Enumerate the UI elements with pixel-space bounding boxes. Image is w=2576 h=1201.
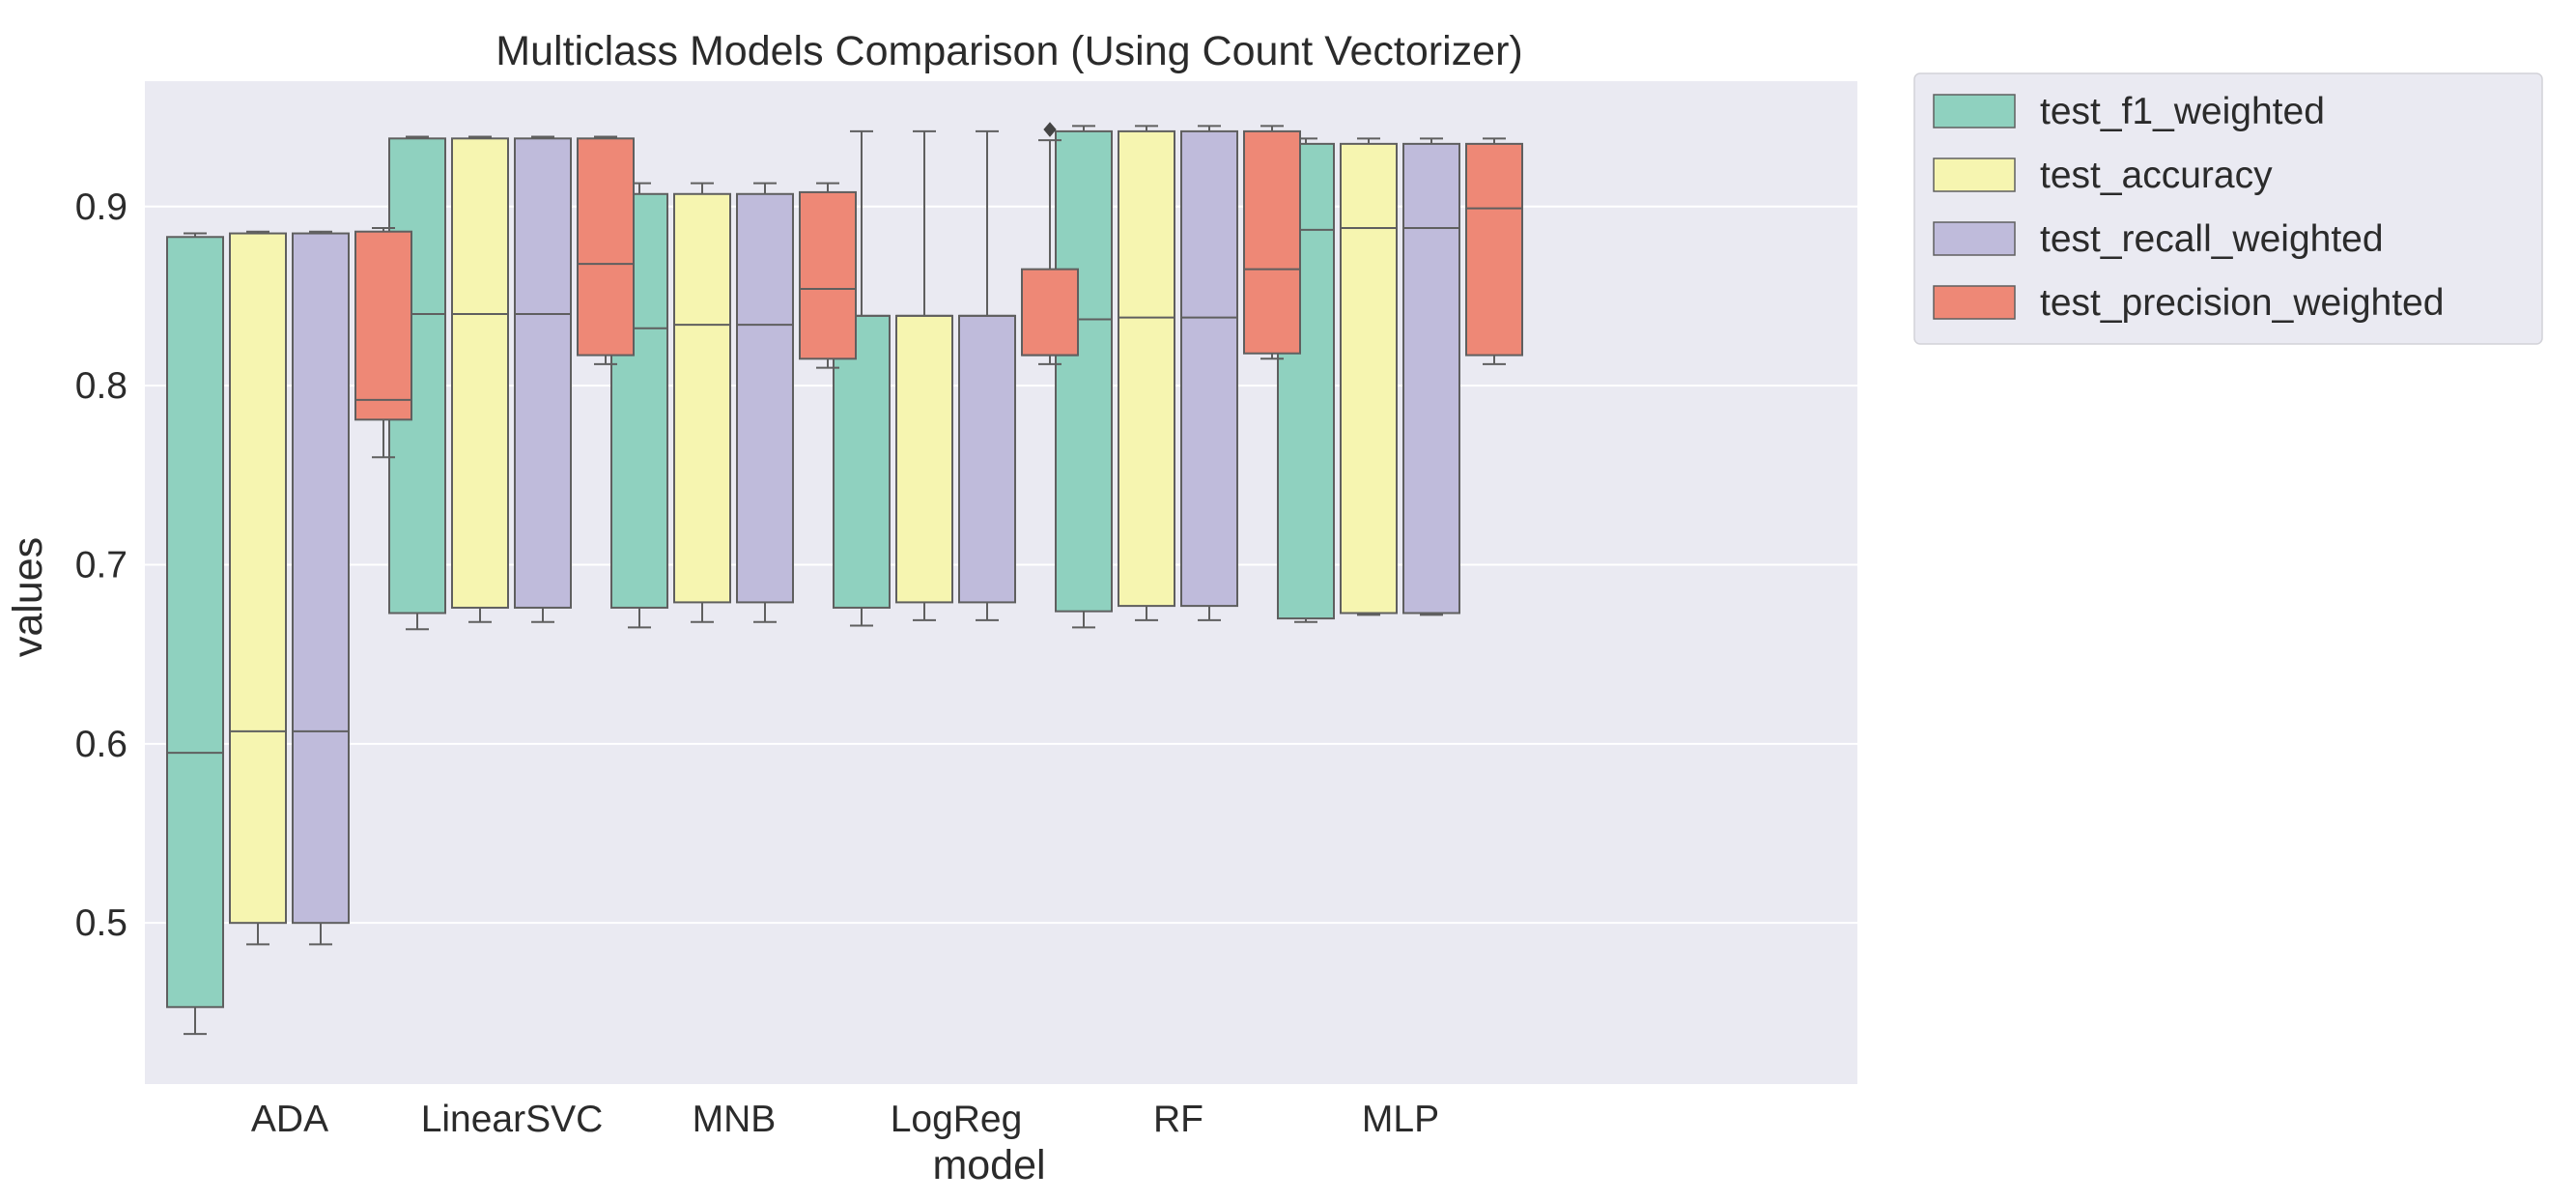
box-body bbox=[1118, 129, 1175, 608]
y-tick-label: 0.9 bbox=[75, 186, 127, 228]
y-tick-label: 0.5 bbox=[75, 902, 127, 944]
box-body bbox=[451, 137, 509, 609]
box-body bbox=[895, 314, 953, 604]
box-outlier bbox=[1043, 122, 1057, 137]
legend-label: test_recall_weighted bbox=[2040, 218, 2384, 260]
x-tick-label: MNB bbox=[693, 1099, 777, 1140]
y-tick-label: 0.7 bbox=[75, 544, 127, 586]
y-axis-label: values bbox=[5, 537, 51, 657]
x-tick-label: RF bbox=[1153, 1099, 1203, 1140]
box-body bbox=[577, 137, 635, 357]
box-body bbox=[1243, 129, 1301, 355]
legend-label: test_f1_weighted bbox=[2040, 91, 2325, 132]
box-body bbox=[673, 192, 731, 604]
box-body bbox=[166, 236, 224, 1009]
legend-swatch bbox=[1933, 221, 2016, 256]
legend-box bbox=[1913, 72, 2543, 345]
legend-swatch bbox=[1933, 157, 2016, 192]
x-tick-label: ADA bbox=[251, 1099, 328, 1140]
box-body bbox=[799, 190, 857, 360]
box-body bbox=[354, 230, 412, 421]
box-body bbox=[1055, 129, 1113, 613]
box-body bbox=[1402, 142, 1460, 615]
box-body bbox=[1340, 142, 1398, 615]
chart-title: Multiclass Models Comparison (Using Coun… bbox=[495, 28, 1522, 74]
legend-label: test_precision_weighted bbox=[2040, 282, 2444, 324]
x-tick-label: LinearSVC bbox=[421, 1099, 604, 1140]
box-body bbox=[514, 137, 572, 609]
box-body bbox=[833, 314, 891, 609]
box-body bbox=[736, 192, 794, 604]
box-body bbox=[1465, 142, 1523, 357]
y-tick-label: 0.6 bbox=[75, 724, 127, 765]
box-body bbox=[958, 314, 1016, 604]
x-tick-label: LogReg bbox=[891, 1099, 1023, 1140]
box-body bbox=[292, 232, 350, 925]
legend-swatch bbox=[1933, 285, 2016, 320]
x-tick-label: MLP bbox=[1362, 1099, 1439, 1140]
y-tick-label: 0.8 bbox=[75, 365, 127, 407]
box-body bbox=[229, 232, 287, 925]
box-body bbox=[1021, 268, 1079, 357]
legend-swatch bbox=[1933, 94, 2016, 129]
x-axis-label: model bbox=[932, 1142, 1045, 1188]
legend-label: test_accuracy bbox=[2040, 155, 2273, 196]
box-body bbox=[1180, 129, 1238, 608]
